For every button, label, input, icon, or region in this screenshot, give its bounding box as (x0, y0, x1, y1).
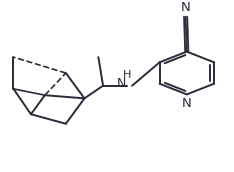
Text: N: N (182, 97, 192, 110)
Text: H: H (123, 70, 132, 80)
Text: N: N (181, 1, 190, 14)
Text: N: N (117, 77, 126, 90)
